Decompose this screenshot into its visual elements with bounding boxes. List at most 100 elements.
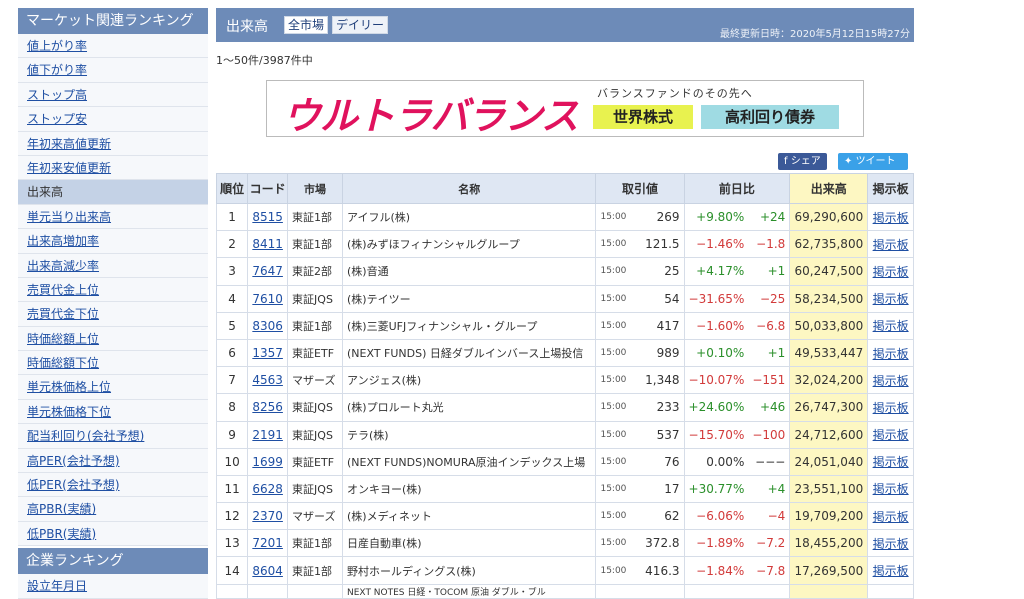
bbs-cell[interactable]: 掲示板 <box>867 393 914 422</box>
bbs-cell[interactable]: 掲示板 <box>867 311 914 340</box>
sidebar-item-label[interactable]: 売買代金上位 <box>27 282 100 297</box>
bbs-cell[interactable]: 掲示板 <box>867 230 914 259</box>
bbs-cell-link[interactable]: 掲示板 <box>872 509 909 524</box>
sidebar-item[interactable]: 単元株価格下位 <box>18 399 208 425</box>
bbs-cell-link[interactable]: 掲示板 <box>872 428 909 443</box>
sidebar-item[interactable]: 売買代金上位 <box>18 277 208 303</box>
code-cell[interactable]: 8411 <box>247 230 289 259</box>
sidebar-item[interactable]: 出来高増加率 <box>18 229 208 254</box>
code-cell[interactable]: 8306 <box>247 311 289 340</box>
code-cell-link[interactable]: 2191 <box>252 427 283 442</box>
sidebar-item[interactable]: 単元株価格上位 <box>18 375 208 400</box>
sidebar-item-label[interactable]: 年初来高値更新 <box>27 136 112 151</box>
sidebar-item-label[interactable]: 売買代金下位 <box>27 307 100 322</box>
sidebar-item-label[interactable]: ストップ安 <box>27 112 88 127</box>
code-cell-link[interactable]: 2370 <box>252 509 283 524</box>
sidebar-item[interactable]: 年初来高値更新 <box>18 131 208 156</box>
code-cell-link[interactable]: 7201 <box>252 536 283 551</box>
code-cell-link[interactable]: 8515 <box>252 210 283 225</box>
sidebar-item[interactable]: 値下がり率 <box>18 58 208 83</box>
bbs-cell[interactable]: 掲示板 <box>867 257 914 286</box>
sidebar-item-label[interactable]: 時価総額上位 <box>27 331 100 346</box>
bbs-cell[interactable]: 掲示板 <box>867 338 914 368</box>
sidebar-item-label[interactable]: 低PER(会社予想) <box>27 478 120 493</box>
sidebar-item[interactable]: 高PBR(実績) <box>18 497 208 522</box>
bbs-cell-link[interactable]: 掲示板 <box>872 536 909 551</box>
sidebar-item[interactable]: 出来高減少率 <box>18 253 208 278</box>
sidebar-item[interactable]: 年初来安値更新 <box>18 155 208 181</box>
bbs-cell-link[interactable]: 掲示板 <box>872 400 909 415</box>
code-cell[interactable]: 7647 <box>247 257 289 286</box>
code-cell-link[interactable]: 8306 <box>252 318 283 333</box>
code-cell-link[interactable]: 8604 <box>252 563 283 578</box>
bbs-cell-link[interactable]: 掲示板 <box>872 455 909 470</box>
code-cell[interactable]: 7201 <box>247 529 289 558</box>
sidebar-item-label[interactable]: 高PBR(実績) <box>27 502 97 517</box>
bbs-cell[interactable]: 掲示板 <box>867 529 914 558</box>
sidebar-item[interactable]: 時価総額上位 <box>18 326 208 352</box>
filter-all-markets[interactable]: 全市場 <box>284 16 329 34</box>
bbs-cell-link[interactable]: 掲示板 <box>872 482 909 497</box>
sidebar-item[interactable]: 低PBR(実績) <box>18 521 208 547</box>
sidebar-item-label[interactable]: ストップ高 <box>27 87 88 102</box>
bbs-cell[interactable]: 掲示板 <box>867 556 914 585</box>
bbs-cell-link[interactable]: 掲示板 <box>872 564 909 579</box>
code-cell[interactable]: 8256 <box>247 393 289 422</box>
sidebar-item-label[interactable]: 出来高増加率 <box>27 234 100 249</box>
sidebar-item[interactable]: 低PER(会社予想) <box>18 473 208 498</box>
sidebar-item-label[interactable]: 設立年月日 <box>27 579 88 594</box>
code-cell[interactable]: 2370 <box>247 502 289 531</box>
code-cell-link[interactable]: 4563 <box>252 373 283 388</box>
twitter-share-button[interactable]: ✦ ツイート <box>838 153 908 170</box>
sidebar-item[interactable]: 出来高 <box>18 180 208 205</box>
sidebar-item-label[interactable]: 年初来安値更新 <box>27 160 112 175</box>
code-cell-link[interactable]: 1357 <box>252 346 283 361</box>
code-cell[interactable]: 1357 <box>247 338 289 368</box>
code-cell[interactable]: 1699 <box>247 447 289 476</box>
sidebar-item-label[interactable]: 単元株価格下位 <box>27 404 112 419</box>
sidebar-item-label[interactable]: 低PBR(実績) <box>27 526 97 541</box>
sidebar-item[interactable]: ストップ高 <box>18 82 208 108</box>
bbs-cell[interactable]: 掲示板 <box>867 284 914 313</box>
sidebar-item-label[interactable]: 単元当り出来高 <box>27 209 112 224</box>
code-cell-link[interactable]: 7647 <box>252 264 283 279</box>
code-cell[interactable]: 2191 <box>247 420 289 449</box>
sidebar-item-label[interactable]: 単元株価格上位 <box>27 380 112 395</box>
sidebar-item[interactable]: ストップ安 <box>18 107 208 132</box>
code-cell[interactable]: 6628 <box>247 474 289 504</box>
sidebar-item-label[interactable]: 高PER(会社予想) <box>27 453 120 468</box>
filter-daily[interactable]: デイリー <box>332 16 389 34</box>
bbs-cell[interactable]: 掲示板 <box>867 474 914 504</box>
ad-banner[interactable]: ウルトラバランス バランスファンドのその先へ 世界株式 高利回り債券 <box>266 80 864 138</box>
bbs-cell[interactable]: 掲示板 <box>867 202 914 232</box>
bbs-cell-link[interactable]: 掲示板 <box>872 373 909 388</box>
sidebar-item-label[interactable]: 値下がり率 <box>27 63 88 78</box>
code-cell[interactable]: 4563 <box>247 366 289 395</box>
bbs-cell-link[interactable]: 掲示板 <box>872 210 909 225</box>
code-cell[interactable]: 8604 <box>247 556 289 585</box>
bbs-cell-link[interactable]: 掲示板 <box>872 264 909 279</box>
code-cell-link[interactable]: 1699 <box>252 454 283 469</box>
sidebar-item-label[interactable]: 配当利回り(会社予想) <box>27 429 145 444</box>
sidebar-item[interactable]: 配当利回り(会社予想) <box>18 424 208 449</box>
sidebar-item-founded[interactable]: 設立年月日 <box>18 574 208 599</box>
sidebar-item-label[interactable]: 値上がり率 <box>27 39 88 53</box>
bbs-cell[interactable]: 掲示板 <box>867 420 914 449</box>
sidebar-item-label[interactable]: 時価総額下位 <box>27 356 100 371</box>
code-cell-link[interactable]: 8411 <box>252 237 283 252</box>
bbs-cell[interactable]: 掲示板 <box>867 366 914 395</box>
sidebar-item[interactable]: 高PER(会社予想) <box>18 448 208 474</box>
code-cell[interactable]: 7610 <box>247 284 289 313</box>
code-cell[interactable]: 8515 <box>247 202 289 232</box>
sidebar-item-label[interactable]: 出来高減少率 <box>27 258 100 273</box>
bbs-cell-link[interactable]: 掲示板 <box>872 346 909 361</box>
code-cell-link[interactable]: 8256 <box>252 400 283 415</box>
bbs-cell-link[interactable]: 掲示板 <box>872 292 909 307</box>
sidebar-item[interactable]: 時価総額下位 <box>18 351 208 376</box>
sidebar-item[interactable]: 売買代金下位 <box>18 302 208 327</box>
bbs-cell[interactable]: 掲示板 <box>867 447 914 476</box>
bbs-cell[interactable]: 掲示板 <box>867 502 914 531</box>
facebook-share-button[interactable]: f シェア <box>778 153 827 170</box>
bbs-cell-link[interactable]: 掲示板 <box>872 319 909 334</box>
code-cell-link[interactable]: 7610 <box>252 291 283 306</box>
